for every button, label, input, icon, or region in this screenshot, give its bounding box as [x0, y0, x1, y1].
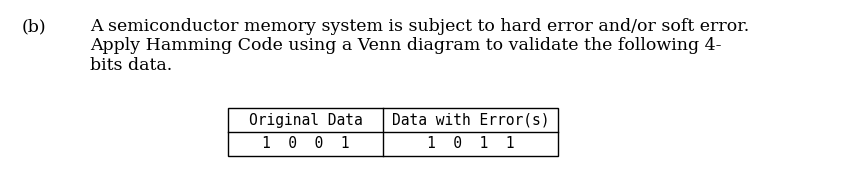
Text: (b): (b) [22, 18, 46, 35]
Text: A semiconductor memory system is subject to hard error and/or soft error.: A semiconductor memory system is subject… [90, 18, 749, 35]
Text: Apply Hamming Code using a Venn diagram to validate the following 4-: Apply Hamming Code using a Venn diagram … [90, 38, 722, 55]
Text: 1  0  0  1: 1 0 0 1 [262, 137, 349, 152]
Text: Data with Error(s): Data with Error(s) [392, 113, 549, 128]
Bar [228, 108, 558, 156]
Text: 1  0  1  1: 1 0 1 1 [427, 137, 514, 152]
Text: bits data.: bits data. [90, 57, 172, 74]
Text: Original Data: Original Data [249, 113, 362, 128]
